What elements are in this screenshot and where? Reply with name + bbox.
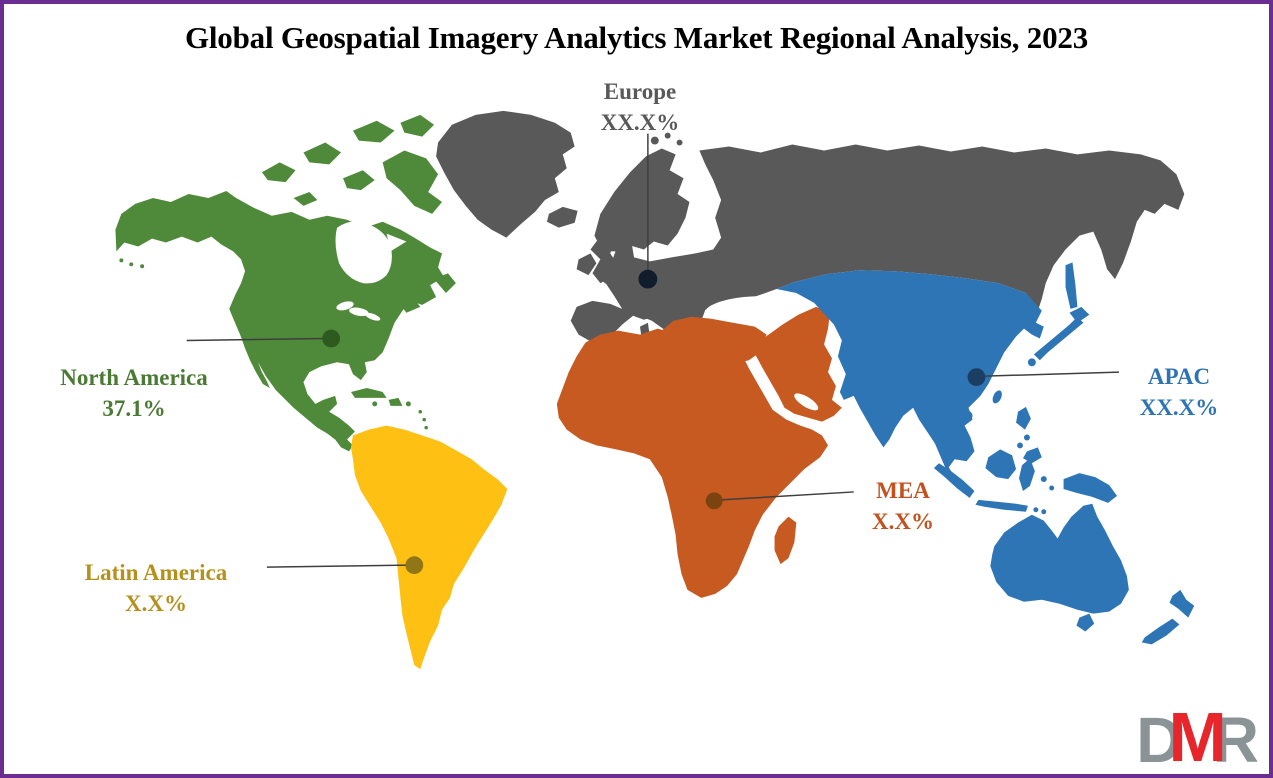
region-name: Europe xyxy=(603,79,677,104)
label-north-america: North America 37.1% xyxy=(12,362,256,424)
australia xyxy=(990,503,1129,614)
asia-apac-mainland xyxy=(776,270,1044,486)
leader-line-north-america xyxy=(186,337,326,342)
great-lake xyxy=(349,307,369,317)
region-name: Latin America xyxy=(84,560,228,585)
leader-line-mea xyxy=(721,491,854,501)
svalbard-islands xyxy=(650,132,683,146)
marker-apac xyxy=(967,368,986,387)
label-latin-america: Latin America X.X% xyxy=(34,557,278,619)
region-share: 37.1% xyxy=(102,396,166,421)
map-region-mea xyxy=(556,306,842,598)
great-lake xyxy=(336,301,354,311)
island-madagascar xyxy=(774,516,797,565)
dmr-logo: D M R xyxy=(1136,698,1259,776)
island-borneo xyxy=(985,449,1017,480)
continent-eurasia-gray xyxy=(570,144,1185,345)
logo-letter-m: M xyxy=(1168,698,1226,776)
label-europe: Europe XX.X% xyxy=(518,76,762,138)
region-name: MEA xyxy=(876,478,930,503)
map-region-latin-america xyxy=(350,425,508,670)
aleutian-islands xyxy=(119,258,145,269)
continent-south-america xyxy=(350,425,508,670)
region-share: XX.X% xyxy=(600,110,680,135)
label-mea: MEA X.X% xyxy=(813,475,993,537)
region-markers xyxy=(322,269,986,575)
region-share: XX.X% xyxy=(1139,395,1219,420)
inland-water-north-america xyxy=(335,221,407,321)
leader-lines xyxy=(186,133,1120,568)
region-name: APAC xyxy=(1147,364,1211,389)
label-apac: APAC XX.X% xyxy=(1088,361,1269,423)
island-iceland xyxy=(546,206,578,228)
continent-africa xyxy=(556,328,829,598)
logo-letter-r: R xyxy=(1212,704,1259,776)
island-greenland xyxy=(436,110,575,238)
indonesia xyxy=(933,449,1118,515)
persian-gulf xyxy=(794,393,819,411)
island-britain xyxy=(590,233,619,284)
new-zealand xyxy=(1141,589,1195,645)
map-region-north-america xyxy=(115,114,456,452)
arctic-islands xyxy=(261,114,443,214)
hudson-strait xyxy=(386,233,407,252)
island-hainan xyxy=(962,410,973,421)
leader-line-apac xyxy=(984,371,1120,377)
great-lake xyxy=(365,312,381,321)
island-sakhalin xyxy=(1065,262,1078,309)
logo-letter-d: D xyxy=(1136,704,1182,776)
caribbean-islands xyxy=(350,388,428,430)
island-tasmania xyxy=(1076,613,1095,632)
scandinavia xyxy=(594,148,690,252)
philippines xyxy=(1016,406,1042,464)
island-newfoundland xyxy=(434,273,456,293)
map-region-apac xyxy=(776,262,1195,645)
island-sulawesi xyxy=(1019,458,1035,491)
marker-north-america xyxy=(322,329,341,348)
island-new-guinea xyxy=(1063,473,1118,503)
middle-east xyxy=(738,306,842,422)
map-region-europe xyxy=(436,110,1185,359)
region-share: X.X% xyxy=(872,509,934,534)
island-ireland xyxy=(576,253,597,276)
hudson-bay xyxy=(335,221,392,284)
leader-line-latin-america xyxy=(266,564,409,568)
region-name: North America xyxy=(60,365,208,390)
world-map xyxy=(115,110,1195,670)
island-java xyxy=(975,499,1028,512)
island-sumatra xyxy=(933,463,975,498)
japan-islands xyxy=(1027,306,1090,367)
marker-mea xyxy=(705,492,723,510)
region-share: X.X% xyxy=(125,591,187,616)
inland-water-eurasia xyxy=(705,295,828,347)
island-taiwan xyxy=(992,390,1002,404)
page-title: Global Geospatial Imagery Analytics Mark… xyxy=(184,20,1089,55)
marker-latin-america xyxy=(405,556,424,575)
island-nova-scotia xyxy=(400,298,421,313)
marker-europe xyxy=(638,269,658,289)
